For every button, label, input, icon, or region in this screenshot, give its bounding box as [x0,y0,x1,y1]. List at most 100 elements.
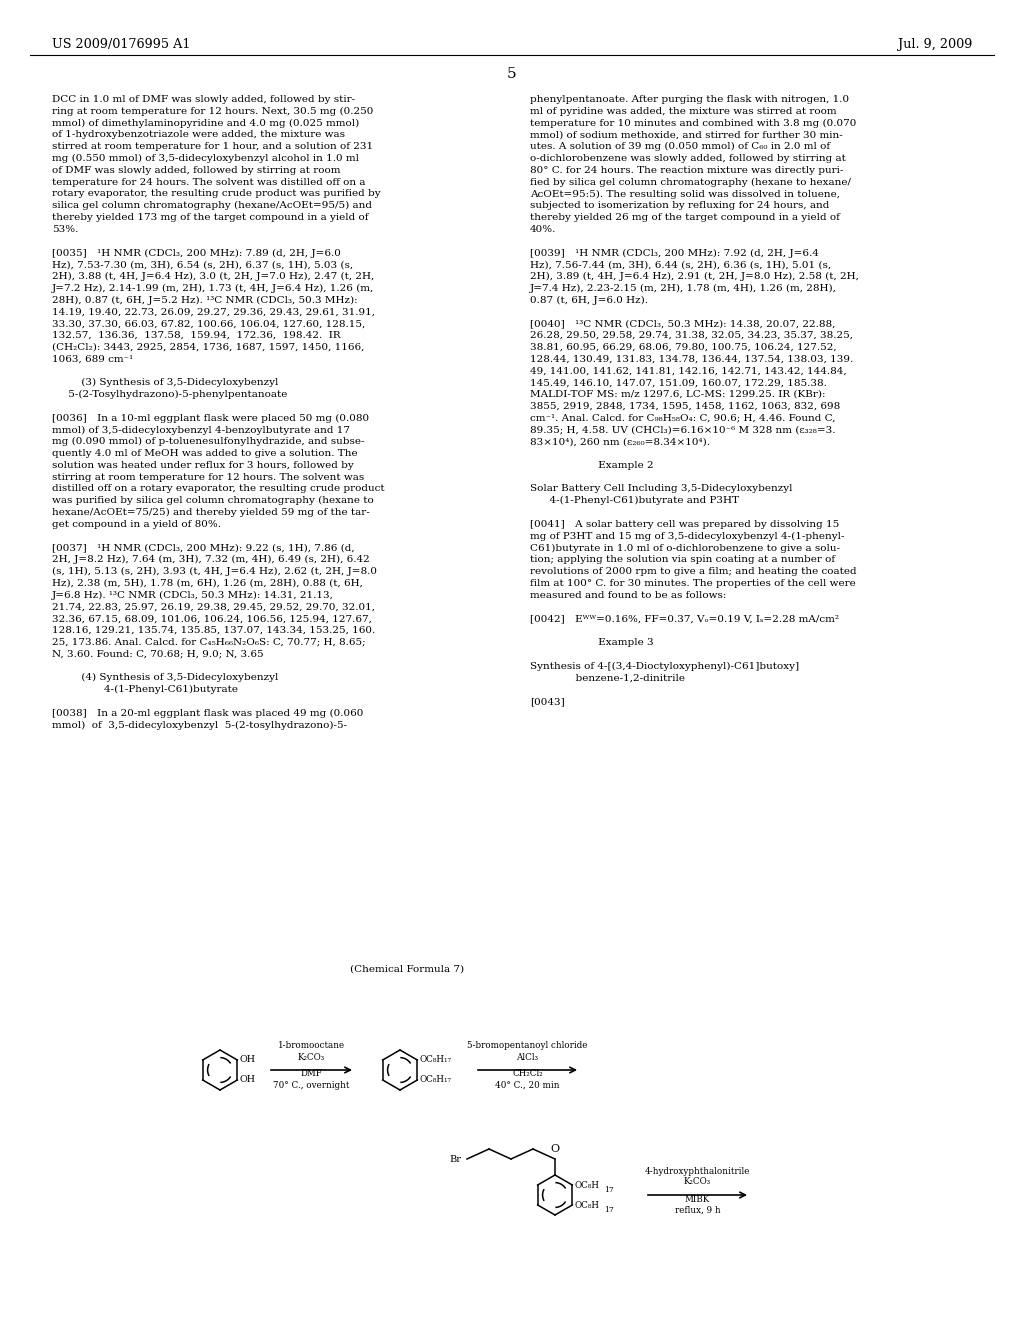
Text: C61)butyrate in 1.0 ml of o-dichlorobenzene to give a solu-: C61)butyrate in 1.0 ml of o-dichlorobenz… [530,544,840,553]
Text: OC₈H: OC₈H [574,1180,599,1189]
Text: 17: 17 [604,1185,614,1195]
Text: 0.87 (t, 6H, J=6.0 Hz).: 0.87 (t, 6H, J=6.0 Hz). [530,296,648,305]
Text: [0041] A solar battery cell was prepared by dissolving 15: [0041] A solar battery cell was prepared… [530,520,840,529]
Text: stirred at room temperature for 1 hour, and a solution of 231: stirred at room temperature for 1 hour, … [52,143,373,152]
Text: 17: 17 [604,1206,614,1214]
Text: utes. A solution of 39 mg (0.050 mmol) of C₆₀ in 2.0 ml of: utes. A solution of 39 mg (0.050 mmol) o… [530,143,830,152]
Text: of 1-hydroxybenzotriazole were added, the mixture was: of 1-hydroxybenzotriazole were added, th… [52,131,345,140]
Text: 53%.: 53%. [52,224,79,234]
Text: of DMF was slowly added, followed by stirring at room: of DMF was slowly added, followed by sti… [52,166,341,174]
Text: was purified by silica gel column chromatography (hexane to: was purified by silica gel column chroma… [52,496,374,506]
Text: 26.28, 29.50, 29.58, 29.74, 31.38, 32.05, 34.23, 35.37, 38.25,: 26.28, 29.50, 29.58, 29.74, 31.38, 32.05… [530,331,853,341]
Text: phenylpentanoate. After purging the flask with nitrogen, 1.0: phenylpentanoate. After purging the flas… [530,95,849,104]
Text: thereby yielded 26 mg of the target compound in a yield of: thereby yielded 26 mg of the target comp… [530,213,840,222]
Text: solution was heated under reflux for 3 hours, followed by: solution was heated under reflux for 3 h… [52,461,353,470]
Text: 5-bromopentanoyl chloride: 5-bromopentanoyl chloride [467,1041,588,1051]
Text: [0043]: [0043] [530,697,565,706]
Text: mmol) of sodium methoxide, and stirred for further 30 min-: mmol) of sodium methoxide, and stirred f… [530,131,843,140]
Text: Hz), 2.38 (m, 5H), 1.78 (m, 6H), 1.26 (m, 28H), 0.88 (t, 6H,: Hz), 2.38 (m, 5H), 1.78 (m, 6H), 1.26 (m… [52,578,362,587]
Text: 1-bromooctane: 1-bromooctane [278,1041,345,1051]
Text: measured and found to be as follows:: measured and found to be as follows: [530,590,726,599]
Text: temperature for 10 minutes and combined with 3.8 mg (0.070: temperature for 10 minutes and combined … [530,119,856,128]
Text: (s, 1H), 5.13 (s, 2H), 3.93 (t, 4H, J=6.4 Hz), 2.62 (t, 2H, J=8.0: (s, 1H), 5.13 (s, 2H), 3.93 (t, 4H, J=6.… [52,568,377,576]
Text: 2H, J=8.2 Hz), 7.64 (m, 3H), 7.32 (m, 4H), 6.49 (s, 2H), 6.42: 2H, J=8.2 Hz), 7.64 (m, 3H), 7.32 (m, 4H… [52,556,370,565]
Text: 4-(1-Phenyl-C61)butyrate: 4-(1-Phenyl-C61)butyrate [52,685,238,694]
Text: 132.57,  136.36,  137.58,  159.94,  172.36,  198.42.  IR: 132.57, 136.36, 137.58, 159.94, 172.36, … [52,331,341,341]
Text: O: O [551,1144,559,1154]
Text: temperature for 24 hours. The solvent was distilled off on a: temperature for 24 hours. The solvent wa… [52,178,366,186]
Text: mg (0.550 mmol) of 3,5-didecyloxybenzyl alcohol in 1.0 ml: mg (0.550 mmol) of 3,5-didecyloxybenzyl … [52,154,359,164]
Text: (3) Synthesis of 3,5-Didecyloxybenzyl: (3) Synthesis of 3,5-Didecyloxybenzyl [52,379,279,387]
Text: CH₂Cl₂: CH₂Cl₂ [512,1069,543,1078]
Text: 40%.: 40%. [530,224,556,234]
Text: hexane/AcOEt=75/25) and thereby yielded 59 mg of the tar-: hexane/AcOEt=75/25) and thereby yielded … [52,508,370,517]
Text: Hz), 7.53-7.30 (m, 3H), 6.54 (s, 2H), 6.37 (s, 1H), 5.03 (s,: Hz), 7.53-7.30 (m, 3H), 6.54 (s, 2H), 6.… [52,260,353,269]
Text: 3855, 2919, 2848, 1734, 1595, 1458, 1162, 1063, 832, 698: 3855, 2919, 2848, 1734, 1595, 1458, 1162… [530,401,841,411]
Text: distilled off on a rotary evaporator, the resulting crude product: distilled off on a rotary evaporator, th… [52,484,385,494]
Text: (Chemical Formula 7): (Chemical Formula 7) [350,965,464,974]
Text: J=7.2 Hz), 2.14-1.99 (m, 2H), 1.73 (t, 4H, J=6.4 Hz), 1.26 (m,: J=7.2 Hz), 2.14-1.99 (m, 2H), 1.73 (t, 4… [52,284,374,293]
Text: Solar Battery Cell Including 3,5-Didecyloxybenzyl: Solar Battery Cell Including 3,5-Didecyl… [530,484,793,494]
Text: AcOEt=95:5). The resulting solid was dissolved in toluene,: AcOEt=95:5). The resulting solid was dis… [530,189,840,198]
Text: quently 4.0 ml of MeOH was added to give a solution. The: quently 4.0 ml of MeOH was added to give… [52,449,357,458]
Text: 40° C., 20 min: 40° C., 20 min [496,1081,560,1089]
Text: Jul. 9, 2009: Jul. 9, 2009 [898,38,972,51]
Text: 4-(1-Phenyl-C61)butyrate and P3HT: 4-(1-Phenyl-C61)butyrate and P3HT [530,496,739,506]
Text: Example 2: Example 2 [530,461,653,470]
Text: mg of P3HT and 15 mg of 3,5-didecyloxybenzyl 4-(1-phenyl-: mg of P3HT and 15 mg of 3,5-didecyloxybe… [530,532,845,541]
Text: revolutions of 2000 rpm to give a film; and heating the coated: revolutions of 2000 rpm to give a film; … [530,568,857,576]
Text: ring at room temperature for 12 hours. Next, 30.5 mg (0.250: ring at room temperature for 12 hours. N… [52,107,374,116]
Text: mg (0.090 mmol) of p-toluenesulfonylhydrazide, and subse-: mg (0.090 mmol) of p-toluenesulfonylhydr… [52,437,365,446]
Text: OC₈H: OC₈H [574,1200,599,1209]
Text: mmol) of 3,5-didecyloxybenzyl 4-benzoylbutyrate and 17: mmol) of 3,5-didecyloxybenzyl 4-benzoylb… [52,425,350,434]
Text: 70° C., overnight: 70° C., overnight [273,1081,349,1089]
Text: cm⁻¹. Anal. Calcd. for C₉₈H₅₈O₄: C, 90.6; H, 4.46. Found C,: cm⁻¹. Anal. Calcd. for C₉₈H₅₈O₄: C, 90.6… [530,413,836,422]
Text: 128.16, 129.21, 135.74, 135.85, 137.07, 143.34, 153.25, 160.: 128.16, 129.21, 135.74, 135.85, 137.07, … [52,626,375,635]
Text: 49, 141.00, 141.62, 141.81, 142.16, 142.71, 143.42, 144.84,: 49, 141.00, 141.62, 141.81, 142.16, 142.… [530,367,847,375]
Text: thereby yielded 173 mg of the target compound in a yield of: thereby yielded 173 mg of the target com… [52,213,369,222]
Text: mmol) of dimethylaminopyridine and 4.0 mg (0.025 mmol): mmol) of dimethylaminopyridine and 4.0 m… [52,119,359,128]
Text: fied by silica gel column chromatography (hexane to hexane/: fied by silica gel column chromatography… [530,178,851,186]
Text: K₂CO₃: K₂CO₃ [684,1177,711,1187]
Text: N, 3.60. Found: C, 70.68; H, 9.0; N, 3.65: N, 3.60. Found: C, 70.68; H, 9.0; N, 3.6… [52,649,263,659]
Text: 25, 173.86. Anal. Calcd. for C₄₅H₆₆N₂O₆S: C, 70.77; H, 8.65;: 25, 173.86. Anal. Calcd. for C₄₅H₆₆N₂O₆S… [52,638,366,647]
Text: 2H), 3.88 (t, 4H, J=6.4 Hz), 3.0 (t, 2H, J=7.0 Hz), 2.47 (t, 2H,: 2H), 3.88 (t, 4H, J=6.4 Hz), 3.0 (t, 2H,… [52,272,374,281]
Text: 89.35; H, 4.58. UV (CHCl₃)=6.16×10⁻⁶ M 328 nm (ε₃₂₈=3.: 89.35; H, 4.58. UV (CHCl₃)=6.16×10⁻⁶ M 3… [530,425,836,434]
Text: AlCl₃: AlCl₃ [516,1052,539,1061]
Text: MALDI-TOF MS: m/z 1297.6, LC-MS: 1299.25. IR (KBr):: MALDI-TOF MS: m/z 1297.6, LC-MS: 1299.25… [530,389,825,399]
Text: OC₈H₁₇: OC₈H₁₇ [419,1056,452,1064]
Text: [0040] ¹³C NMR (CDCl₃, 50.3 MHz): 14.38, 20.07, 22.88,: [0040] ¹³C NMR (CDCl₃, 50.3 MHz): 14.38,… [530,319,836,329]
Text: J=7.4 Hz), 2.23-2.15 (m, 2H), 1.78 (m, 4H), 1.26 (m, 28H),: J=7.4 Hz), 2.23-2.15 (m, 2H), 1.78 (m, 4… [530,284,837,293]
Text: 2H), 3.89 (t, 4H, J=6.4 Hz), 2.91 (t, 2H, J=8.0 Hz), 2.58 (t, 2H,: 2H), 3.89 (t, 4H, J=6.4 Hz), 2.91 (t, 2H… [530,272,859,281]
Text: (CH₂Cl₂): 3443, 2925, 2854, 1736, 1687, 1597, 1450, 1166,: (CH₂Cl₂): 3443, 2925, 2854, 1736, 1687, … [52,343,365,352]
Text: 33.30, 37.30, 66.03, 67.82, 100.66, 106.04, 127.60, 128.15,: 33.30, 37.30, 66.03, 67.82, 100.66, 106.… [52,319,366,329]
Text: [0036] In a 10-ml eggplant flask were placed 50 mg (0.080: [0036] In a 10-ml eggplant flask were pl… [52,413,369,422]
Text: silica gel column chromatography (hexane/AcOEt=95/5) and: silica gel column chromatography (hexane… [52,201,372,210]
Text: [0035] ¹H NMR (CDCl₃, 200 MHz): 7.89 (d, 2H, J=6.0: [0035] ¹H NMR (CDCl₃, 200 MHz): 7.89 (d,… [52,248,341,257]
Text: 28H), 0.87 (t, 6H, J=5.2 Hz). ¹³C NMR (CDCl₃, 50.3 MHz):: 28H), 0.87 (t, 6H, J=5.2 Hz). ¹³C NMR (C… [52,296,357,305]
Text: DCC in 1.0 ml of DMF was slowly added, followed by stir-: DCC in 1.0 ml of DMF was slowly added, f… [52,95,355,104]
Text: 38.81, 60.95, 66.29, 68.06, 79.80, 100.75, 106.24, 127.52,: 38.81, 60.95, 66.29, 68.06, 79.80, 100.7… [530,343,837,352]
Text: stirring at room temperature for 12 hours. The solvent was: stirring at room temperature for 12 hour… [52,473,365,482]
Text: ml of pyridine was added, the mixture was stirred at room: ml of pyridine was added, the mixture wa… [530,107,837,116]
Text: K₂CO₃: K₂CO₃ [298,1052,326,1061]
Text: Example 3: Example 3 [530,638,653,647]
Text: Hz), 7.56-7.44 (m, 3H), 6.44 (s, 2H), 6.36 (s, 1H), 5.01 (s,: Hz), 7.56-7.44 (m, 3H), 6.44 (s, 2H), 6.… [530,260,831,269]
Text: mmol)  of  3,5-didecyloxybenzyl  5-(2-tosylhydrazono)-5-: mmol) of 3,5-didecyloxybenzyl 5-(2-tosyl… [52,721,347,730]
Text: 32.36, 67.15, 68.09, 101.06, 106.24, 106.56, 125.94, 127.67,: 32.36, 67.15, 68.09, 101.06, 106.24, 106… [52,614,372,623]
Text: OH: OH [240,1076,255,1085]
Text: J=6.8 Hz). ¹³C NMR (CDCl₃, 50.3 MHz): 14.31, 21.13,: J=6.8 Hz). ¹³C NMR (CDCl₃, 50.3 MHz): 14… [52,590,334,599]
Text: o-dichlorobenzene was slowly added, followed by stirring at: o-dichlorobenzene was slowly added, foll… [530,154,846,162]
Text: [0039] ¹H NMR (CDCl₃, 200 MHz): 7.92 (d, 2H, J=6.4: [0039] ¹H NMR (CDCl₃, 200 MHz): 7.92 (d,… [530,248,819,257]
Text: 14.19, 19.40, 22.73, 26.09, 29.27, 29.36, 29.43, 29.61, 31.91,: 14.19, 19.40, 22.73, 26.09, 29.27, 29.36… [52,308,375,317]
Text: [0038] In a 20-ml eggplant flask was placed 49 mg (0.060: [0038] In a 20-ml eggplant flask was pla… [52,709,364,718]
Text: 4-hydroxyphthalonitrile: 4-hydroxyphthalonitrile [645,1167,751,1176]
Text: OH: OH [240,1056,255,1064]
Text: 5: 5 [507,67,517,81]
Text: film at 100° C. for 30 minutes. The properties of the cell were: film at 100° C. for 30 minutes. The prop… [530,578,856,587]
Text: 21.74, 22.83, 25.97, 26.19, 29.38, 29.45, 29.52, 29.70, 32.01,: 21.74, 22.83, 25.97, 26.19, 29.38, 29.45… [52,602,375,611]
Text: tion; applying the solution via spin coating at a number of: tion; applying the solution via spin coa… [530,556,836,564]
Text: 128.44, 130.49, 131.83, 134.78, 136.44, 137.54, 138.03, 139.: 128.44, 130.49, 131.83, 134.78, 136.44, … [530,355,853,363]
Text: 1063, 689 cm⁻¹: 1063, 689 cm⁻¹ [52,355,133,363]
Text: [0037] ¹H NMR (CDCl₃, 200 MHz): 9.22 (s, 1H), 7.86 (d,: [0037] ¹H NMR (CDCl₃, 200 MHz): 9.22 (s,… [52,544,354,552]
